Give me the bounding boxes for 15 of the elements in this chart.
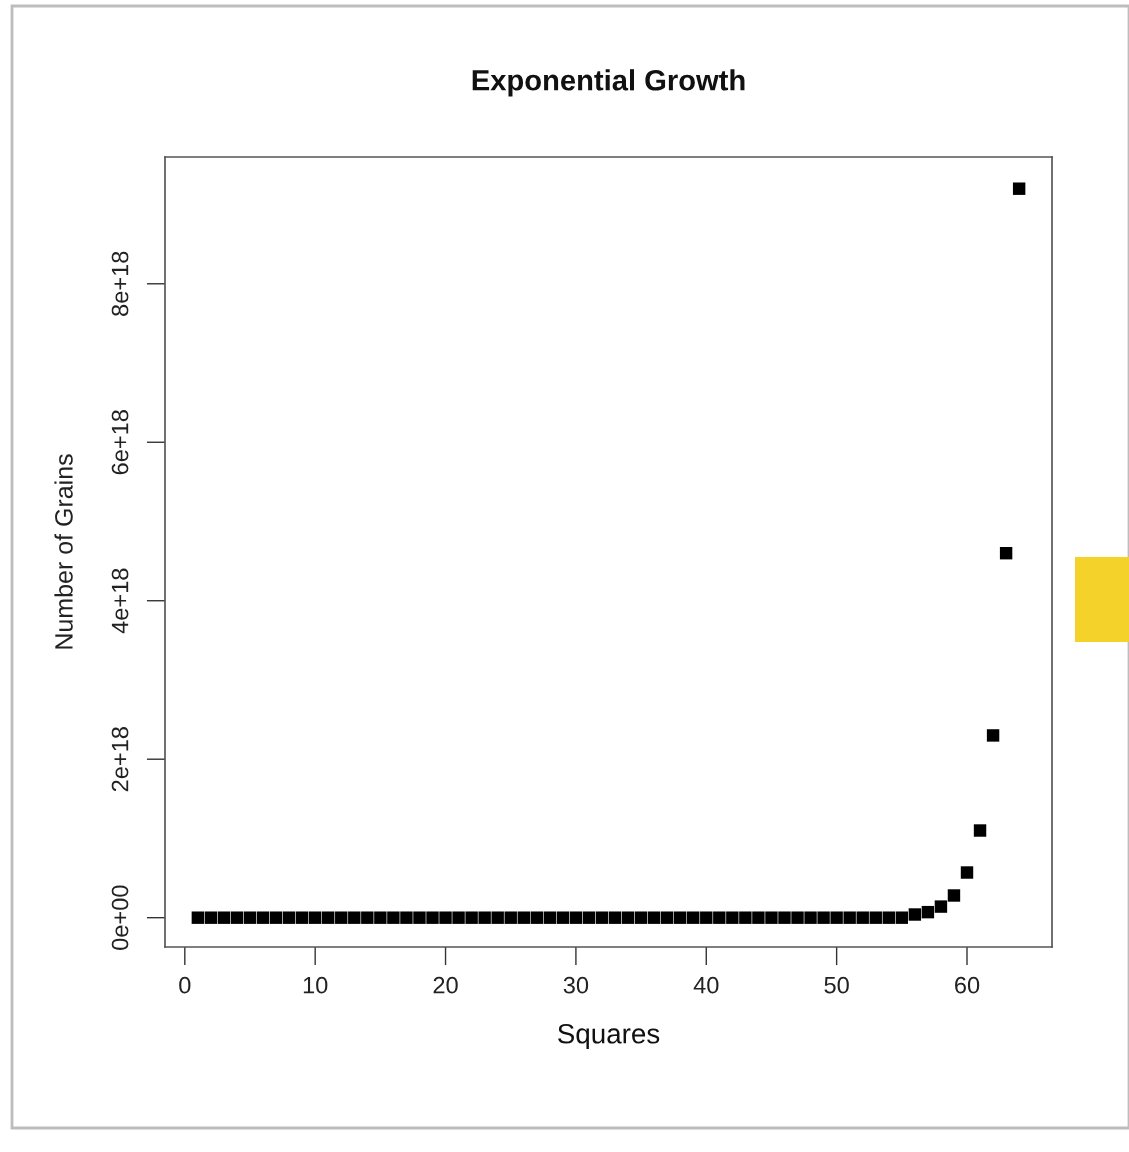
x-tick-label: 60 xyxy=(955,976,980,994)
x-axis-title: Squares xyxy=(558,1023,660,1050)
y-tick-label: 6e+18 xyxy=(111,410,129,475)
y-tick-label: 0e+00 xyxy=(111,885,129,950)
x-tick-label: 50 xyxy=(824,976,849,994)
y-tick-label: 2e+18 xyxy=(111,727,129,792)
y-tick-label: 4e+18 xyxy=(111,568,129,634)
x-tick-label: 40 xyxy=(693,976,719,994)
x-tick-label: 30 xyxy=(563,976,589,994)
y-tick-label: 8e+18 xyxy=(111,251,129,316)
x-tick-label: 20 xyxy=(433,976,458,994)
x-tick-label: 10 xyxy=(303,976,328,994)
chart-title: Exponential Growth xyxy=(472,69,745,97)
y-axis-title: Number of Grains xyxy=(54,454,73,649)
x-tick-label: 0 xyxy=(179,976,191,994)
